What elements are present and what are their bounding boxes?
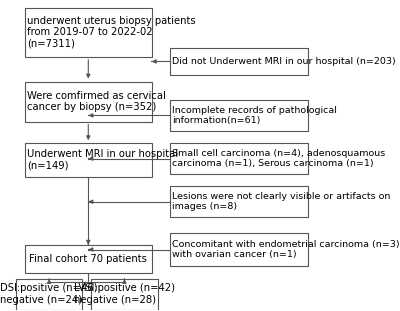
FancyBboxPatch shape xyxy=(91,279,158,310)
FancyBboxPatch shape xyxy=(25,81,152,122)
Text: DSI:positive (n=46)
negative (n=24): DSI:positive (n=46) negative (n=24) xyxy=(0,283,98,305)
FancyBboxPatch shape xyxy=(170,48,308,75)
Text: Incomplete records of pathological
information(n=61): Incomplete records of pathological infor… xyxy=(172,106,337,125)
Text: LVSI:positive (n=42)
negative (n=28): LVSI:positive (n=42) negative (n=28) xyxy=(74,283,175,305)
FancyBboxPatch shape xyxy=(170,143,308,174)
FancyBboxPatch shape xyxy=(170,100,308,131)
Text: Lesions were not clearly visible or artifacts on
images (n=8): Lesions were not clearly visible or arti… xyxy=(172,192,390,211)
FancyBboxPatch shape xyxy=(25,245,152,273)
FancyBboxPatch shape xyxy=(25,143,152,177)
Text: Concomitant with endometrial carcinoma (n=3),
with ovarian cancer (n=1): Concomitant with endometrial carcinoma (… xyxy=(172,240,400,259)
Text: Did not Underwent MRI in our hospital (n=203): Did not Underwent MRI in our hospital (n… xyxy=(172,57,396,66)
Text: Were comfirmed as cervical
cancer by biopsy (n=352): Were comfirmed as cervical cancer by bio… xyxy=(28,91,166,112)
Text: Underwent MRI in our hospital
(n=149): Underwent MRI in our hospital (n=149) xyxy=(28,149,178,171)
FancyBboxPatch shape xyxy=(16,279,82,310)
Text: Small cell carcinoma (n=4), adenosquamous
carcinoma (n=1), Serous carcinoma (n=1: Small cell carcinoma (n=4), adenosquamou… xyxy=(172,149,385,168)
FancyBboxPatch shape xyxy=(170,186,308,217)
FancyBboxPatch shape xyxy=(170,233,308,267)
Text: Final cohort 70 patients: Final cohort 70 patients xyxy=(29,254,147,264)
FancyBboxPatch shape xyxy=(25,7,152,57)
Text: underwent uterus biopsy patients
from 2019-07 to 2022-02
(n=7311): underwent uterus biopsy patients from 20… xyxy=(28,16,196,49)
